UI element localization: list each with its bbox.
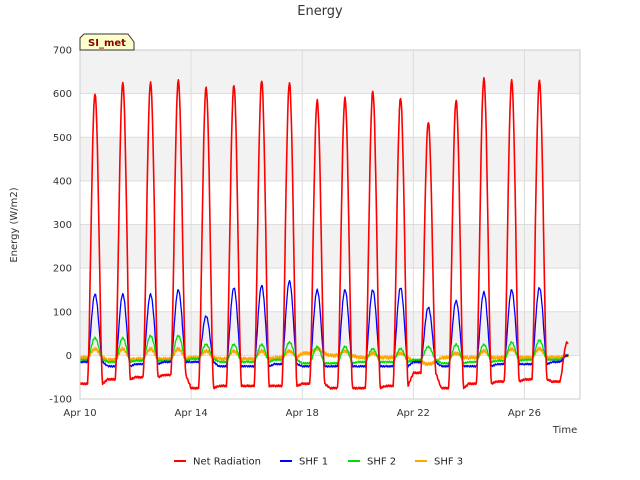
chart-title: Energy (297, 4, 343, 19)
x-tick-label: Apr 22 (397, 408, 430, 419)
y-tick-label: 400 (53, 176, 72, 187)
legend-item: SHF 2 (348, 457, 396, 468)
site-badge-label: SI_met (88, 38, 126, 49)
legend-label: SHF 2 (367, 457, 396, 468)
y-tick-label: 200 (53, 264, 72, 275)
series-layer (79, 77, 570, 390)
plot-band (80, 268, 580, 312)
legend-item: SHF 1 (280, 457, 328, 468)
legend-label: SHF 3 (434, 457, 463, 468)
y-tick-label: 500 (53, 133, 72, 144)
legend-label: SHF 1 (299, 457, 328, 468)
plot-band (80, 50, 580, 94)
y-tick-label: 100 (53, 307, 72, 318)
x-tick-label: Apr 18 (286, 408, 319, 419)
plot-band (80, 311, 580, 356)
y-axis-ticks: -100 0 100 200 300 400 500 600 700 (49, 46, 72, 406)
x-tick-label: Apr 26 (508, 408, 541, 419)
series-line (79, 77, 569, 390)
plot-background (80, 50, 580, 399)
site-badge-box (79, 33, 135, 51)
legend-label: Net Radiation (193, 457, 261, 468)
plot-frame (79, 49, 581, 400)
legend-item: SHF 3 (415, 457, 463, 468)
plot-band (80, 93, 580, 138)
y-tick-label: 300 (53, 220, 72, 231)
x-axis-ticks: Apr 10 Apr 14 Apr 18 Apr 22 Apr 26 (63, 408, 541, 419)
y-tick-label: 600 (53, 89, 72, 100)
plot-band (80, 137, 580, 181)
y-tick-label: 700 (53, 46, 72, 57)
y-tick-label: -100 (49, 395, 72, 406)
plot-band (80, 224, 580, 269)
y-axis-label: Energy (W/m2) (9, 187, 20, 262)
legend-item: Net Radiation (174, 457, 261, 468)
x-axis-label: Time (552, 425, 577, 436)
x-tick-label: Apr 14 (175, 408, 208, 419)
plot-band (80, 180, 580, 225)
y-tick-label: 0 (66, 351, 72, 362)
site-badge: SI_met (79, 33, 135, 51)
x-tick-label: Apr 10 (63, 408, 96, 419)
legend: Net Radiation SHF 1 SHF 2 SHF 3 (174, 457, 463, 468)
